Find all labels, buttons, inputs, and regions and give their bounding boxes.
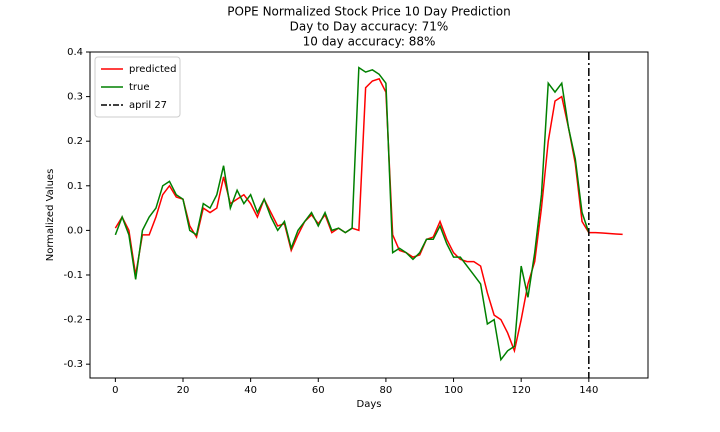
y-tick-label: -0.2 [63, 315, 83, 326]
legend-label: true [129, 82, 150, 93]
legend-label: april 27 [129, 100, 167, 111]
x-tick-label: 100 [444, 385, 463, 396]
y-tick-label: 0.2 [67, 136, 83, 147]
plot-frame [89, 51, 649, 379]
chart-title: POPE Normalized Stock Price 10 Day Predi… [227, 5, 511, 19]
chart-subtitle: 10 day accuracy: 88% [303, 35, 436, 49]
y-tick-label: 0.0 [67, 225, 83, 236]
x-tick-label: 0 [112, 385, 118, 396]
y-tick-label: 0.1 [67, 181, 83, 192]
x-axis-label: Days [357, 399, 382, 410]
x-tick-label: 80 [380, 385, 393, 396]
chart-subtitle: Day to Day accuracy: 71% [290, 20, 449, 34]
series-line [114, 66, 590, 362]
y-tick-label: 0.3 [67, 92, 83, 103]
legend-label: predicted [129, 64, 176, 75]
x-tick-label: 120 [512, 385, 531, 396]
y-axis-label: Normalized Values [45, 169, 56, 262]
x-tick-label: 20 [177, 385, 190, 396]
x-tick-label: 40 [244, 385, 257, 396]
x-tick-label: 60 [312, 385, 325, 396]
y-tick-label: -0.1 [63, 270, 83, 281]
x-tick-label: 140 [579, 385, 598, 396]
legend-box [94, 56, 181, 118]
y-tick-label: 0.4 [67, 47, 83, 58]
y-tick-label: -0.3 [63, 359, 83, 370]
